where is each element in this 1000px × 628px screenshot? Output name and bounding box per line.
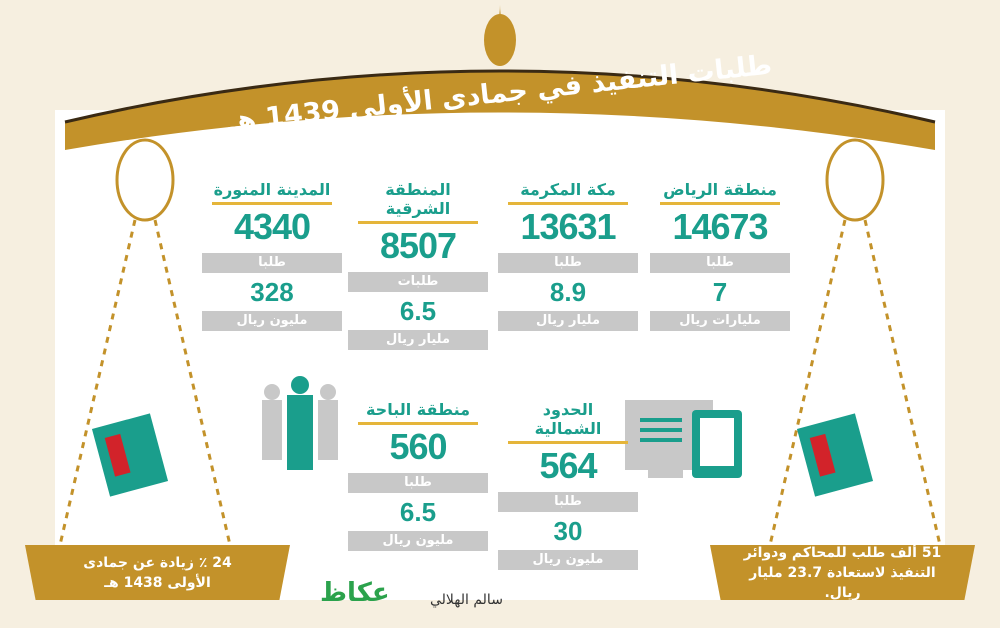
content-area [55, 110, 945, 600]
amount-unit: مليون ريال [348, 531, 488, 551]
region-name: المدينة المنورة [212, 180, 332, 205]
region-madinah: المدينة المنورة 4340 طلبا 328 مليون ريال [202, 180, 342, 335]
computer-tablet-icon [625, 400, 742, 478]
region-name: المنطقة الشرقية [358, 180, 478, 224]
requests-count: 560 [389, 426, 447, 467]
requests-count: 13631 [520, 206, 616, 247]
region-name: منطقة الرياض [660, 180, 780, 205]
requests-unit: طلبا [498, 492, 638, 512]
region-northern-borders: الحدود الشمالية 564 طلبا 30 مليون ريال [498, 400, 638, 574]
requests-unit: طلبا [650, 253, 790, 273]
requests-unit: طلبا [348, 473, 488, 493]
requests-count: 8507 [379, 225, 457, 266]
requests-count: 14673 [672, 206, 768, 247]
left-note: 24 ٪ زيادة عن جمادى الأولى 1438 هـ [25, 545, 290, 600]
newspaper-icon [91, 413, 874, 497]
amount-unit: مليار ريال [498, 311, 638, 331]
author-credit: سالم الهلالي [430, 592, 503, 608]
region-name: منطقة الباحة [358, 400, 478, 425]
people-icon [262, 376, 338, 470]
region-name: مكة المكرمة [508, 180, 628, 205]
region-riyadh: منطقة الرياض 14673 طلبا 7 مليارات ريال [650, 180, 790, 335]
amount-unit: مليار ريال [348, 330, 488, 350]
region-baha: منطقة الباحة 560 طلبا 6.5 مليون ريال [348, 400, 488, 555]
region-makkah: مكة المكرمة 13631 طلبا 8.9 مليار ريال [498, 180, 638, 335]
amount: 6.5 [399, 497, 437, 527]
amount-unit: مليون ريال [498, 550, 638, 570]
region-name: الحدود الشمالية [508, 400, 628, 444]
requests-count: 4340 [233, 206, 311, 247]
amount: 7 [712, 277, 728, 307]
right-note: 51 ألف طلب للمحاكم ودوائر التنفيذ لاستعا… [710, 545, 975, 600]
amount-unit: مليون ريال [202, 311, 342, 331]
amount: 8.9 [549, 277, 587, 307]
requests-count: 564 [539, 445, 597, 486]
amount: 6.5 [399, 296, 437, 326]
requests-unit: طلبات [348, 272, 488, 292]
region-eastern: المنطقة الشرقية 8507 طلبات 6.5 مليار ريا… [348, 180, 488, 354]
requests-unit: طلبا [498, 253, 638, 273]
amount: 30 [553, 516, 583, 546]
okaz-logo: عكاظ [320, 578, 390, 608]
requests-unit: طلبا [202, 253, 342, 273]
amount: 328 [250, 277, 294, 307]
amount-unit: مليارات ريال [650, 311, 790, 331]
